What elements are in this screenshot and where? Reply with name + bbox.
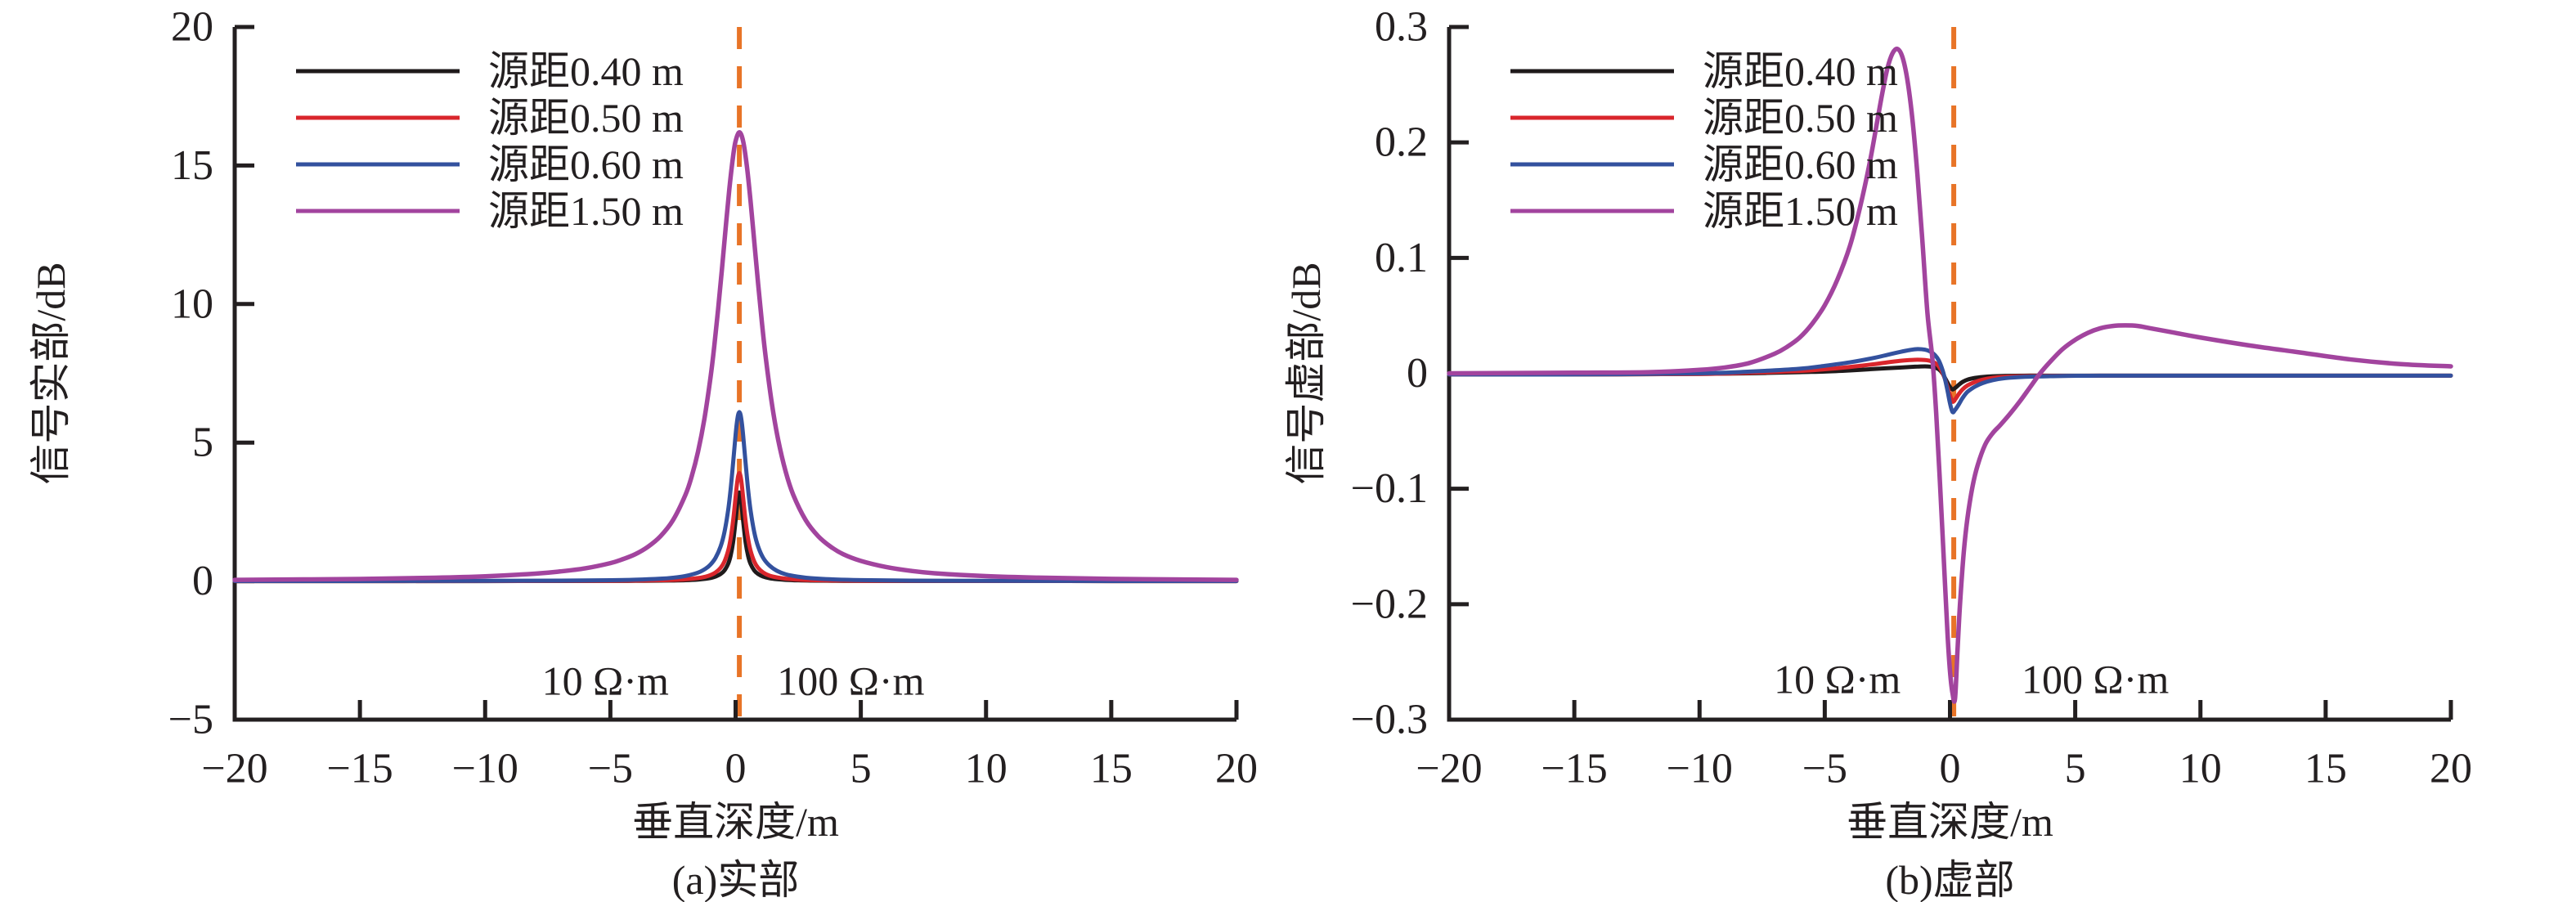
resistivity-annotation: 10 Ω·m [542, 658, 669, 704]
legend-item-label: 源距0.50 m [1703, 95, 1898, 141]
x-tick-label: 5 [2065, 746, 2086, 792]
y-tick-label: −0.2 [1351, 581, 1428, 627]
x-tick-label: 20 [2430, 746, 2472, 792]
x-tick-label: −20 [1416, 746, 1482, 792]
x-tick-label: −10 [452, 746, 518, 792]
x-tick-label: −20 [201, 746, 267, 792]
resistivity-annotation: 10 Ω·m [1774, 657, 1901, 702]
legend-item-label: 源距0.60 m [488, 141, 684, 187]
x-tick-label: −15 [1541, 746, 1607, 792]
subplot-caption: (a)实部 [672, 857, 800, 902]
y-tick-label: 0 [1407, 350, 1428, 397]
y-tick-label: −0.1 [1351, 465, 1428, 512]
x-tick-label: −5 [1802, 746, 1847, 792]
y-axis-title: 信号虚部/dB [1283, 262, 1329, 484]
x-tick-label: 20 [1215, 746, 1258, 792]
x-tick-label: −10 [1667, 746, 1733, 792]
legend-item-label: 源距0.40 m [1703, 48, 1898, 94]
x-tick-label: 0 [725, 746, 747, 792]
y-tick-label: −5 [168, 697, 213, 743]
y-tick-label: 10 [171, 280, 213, 327]
x-tick-label: −5 [588, 746, 633, 792]
y-axis-title: 信号实部/dB [28, 262, 74, 484]
x-tick-label: 5 [850, 746, 872, 792]
legend-item-label: 源距0.50 m [488, 95, 684, 141]
x-axis-title: 垂直深度/m [1847, 799, 2053, 845]
x-tick-label: 0 [1940, 746, 1961, 792]
subplot-caption: (b)虚部 [1885, 857, 2014, 902]
y-tick-label: 15 [171, 142, 213, 189]
x-tick-label: 10 [2179, 746, 2222, 792]
y-tick-label: 20 [171, 4, 213, 51]
y-tick-label: 0.2 [1375, 119, 1428, 166]
x-tick-label: −15 [326, 746, 393, 792]
legend-item-label: 源距0.40 m [488, 48, 684, 94]
series-line-3 [1447, 347, 2453, 415]
legend-item-label: 源距0.60 m [1703, 141, 1898, 187]
chart-b: −20 −15 −10 −5 0 5 10 15 20 0.3 0.2 0.1 0 −0.1 −0.2 −0.… [1283, 4, 2472, 902]
series-line-4 [232, 129, 1239, 582]
series-line-3 [232, 410, 1239, 584]
series-line-4 [1447, 46, 2453, 704]
resistivity-annotation: 100 Ω·m [2022, 657, 2169, 702]
x-tick-label: 10 [965, 746, 1008, 792]
series-line-1 [1447, 364, 2453, 392]
legend-item-label: 源距1.50 m [1703, 188, 1898, 234]
y-tick-label: 0 [192, 558, 213, 604]
legend-item-label: 源距1.50 m [488, 188, 684, 234]
y-tick-label: −0.3 [1351, 697, 1428, 743]
y-tick-label: 0.3 [1375, 4, 1428, 51]
y-tick-label: 5 [192, 420, 213, 466]
chart-a: −20 −15 −10 −5 0 5 10 15 20 20 15 10 5 0 −5 10 Ω·m 100 Ω… [28, 4, 1258, 902]
x-axis-title: 垂直深度/m [632, 799, 839, 845]
y-tick-label: 0.1 [1375, 235, 1428, 281]
resistivity-annotation: 100 Ω·m [777, 658, 924, 704]
x-tick-label: 15 [1090, 746, 1133, 792]
x-tick-label: 15 [2304, 746, 2347, 792]
